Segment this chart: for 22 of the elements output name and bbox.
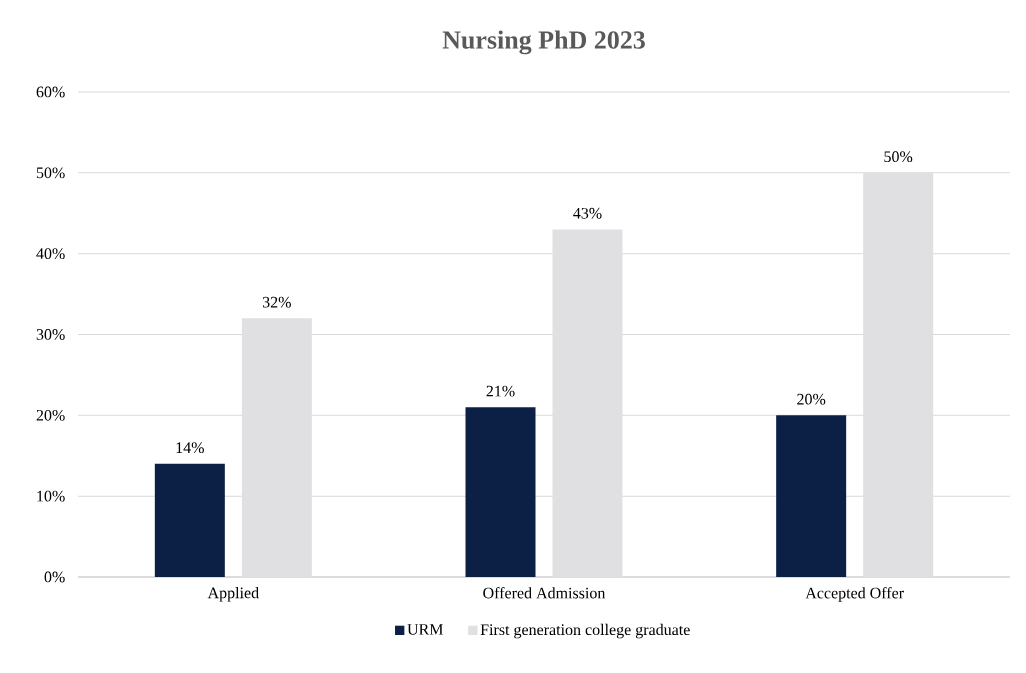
x-tick-label: Offered Admission (483, 587, 606, 599)
y-tick-label: 60% (36, 86, 65, 98)
legend-label: First generation college graduate (480, 623, 690, 639)
data-label: 21% (486, 385, 515, 397)
y-tick-label: 10% (37, 490, 65, 502)
data-label: 43% (573, 207, 602, 219)
chart-title: Nursing PhD 2023 (442, 30, 645, 55)
x-tick-label: Applied (207, 587, 259, 602)
data-label: 50% (884, 151, 913, 163)
y-tick-label: 40% (36, 248, 65, 260)
bar (776, 415, 847, 577)
y-tick-label: 30% (36, 329, 65, 340)
bar (154, 463, 225, 577)
x-tick-label: Accepted Offer (805, 587, 904, 602)
legend-label: URM (407, 624, 444, 635)
data-label: 14% (176, 442, 204, 454)
data-label: 32% (262, 296, 291, 308)
data-label: 20% (797, 393, 826, 405)
y-tick-label: 50% (36, 167, 65, 179)
bar (465, 407, 536, 577)
y-tick-label: 20% (36, 409, 65, 421)
y-tick-label: 0% (44, 571, 65, 583)
